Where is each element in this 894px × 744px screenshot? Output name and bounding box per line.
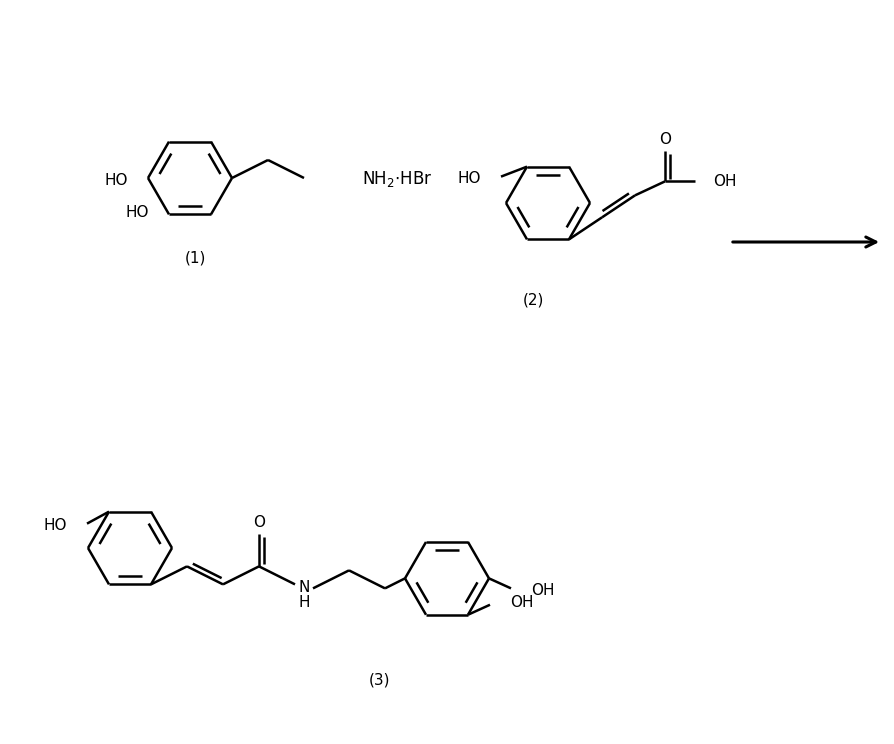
Text: OH: OH bbox=[713, 174, 736, 189]
Text: (2): (2) bbox=[522, 292, 543, 307]
Text: O: O bbox=[658, 132, 670, 147]
Text: HO: HO bbox=[457, 171, 480, 186]
Text: HO: HO bbox=[105, 173, 128, 187]
Text: O: O bbox=[253, 515, 265, 530]
Text: N: N bbox=[299, 580, 310, 595]
Text: NH$_2$$\cdot$HBr: NH$_2$$\cdot$HBr bbox=[361, 169, 432, 189]
Text: OH: OH bbox=[530, 583, 554, 598]
Text: HO: HO bbox=[125, 205, 148, 220]
Text: HO: HO bbox=[44, 518, 67, 533]
Text: H: H bbox=[299, 595, 310, 610]
Text: (3): (3) bbox=[369, 673, 391, 687]
Text: (1): (1) bbox=[184, 251, 206, 266]
Text: OH: OH bbox=[510, 595, 533, 610]
